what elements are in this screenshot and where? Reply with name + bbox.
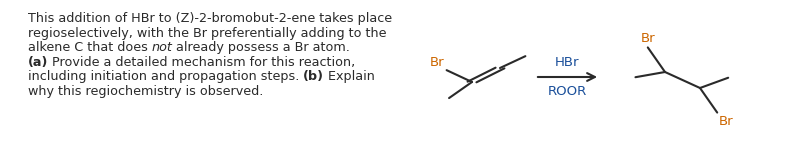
Text: not: not: [152, 41, 172, 54]
Text: alkene C that does: alkene C that does: [28, 41, 152, 54]
Text: ROOR: ROOR: [548, 85, 587, 98]
Text: Provide a detailed mechanism for this reaction,: Provide a detailed mechanism for this re…: [48, 56, 355, 69]
Text: Br: Br: [719, 115, 734, 128]
Text: Explain: Explain: [324, 70, 375, 83]
Text: including initiation and propagation steps.: including initiation and propagation ste…: [28, 70, 303, 83]
Text: Br: Br: [641, 32, 655, 45]
Text: Br: Br: [430, 56, 445, 69]
Text: (a): (a): [28, 56, 48, 69]
Text: HBr: HBr: [555, 56, 580, 69]
Text: (b): (b): [303, 70, 324, 83]
Text: This addition of HBr to (Z)-2-bromobut-2-ene takes place: This addition of HBr to (Z)-2-bromobut-2…: [28, 12, 392, 25]
Text: regioselectively, with the Br preferentially adding to the: regioselectively, with the Br preferenti…: [28, 27, 386, 40]
Text: why this regiochemistry is observed.: why this regiochemistry is observed.: [28, 85, 263, 98]
Text: already possess a Br atom.: already possess a Br atom.: [172, 41, 350, 54]
